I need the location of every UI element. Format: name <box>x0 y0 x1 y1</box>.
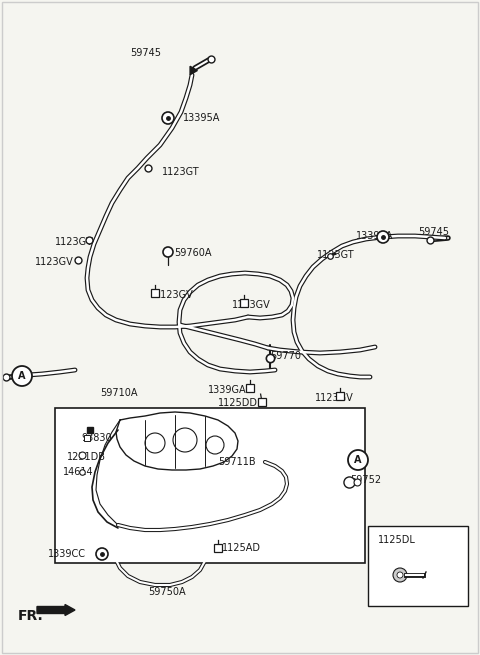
Text: 1231DB: 1231DB <box>67 452 106 462</box>
Text: 1125AD: 1125AD <box>222 543 261 553</box>
Text: 59752: 59752 <box>350 475 381 485</box>
Circle shape <box>12 366 32 386</box>
Bar <box>55 408 365 563</box>
Text: 14614: 14614 <box>63 467 94 477</box>
Text: 1123GV: 1123GV <box>35 257 74 267</box>
Circle shape <box>393 568 407 582</box>
Text: 1123GV: 1123GV <box>315 393 354 403</box>
Text: 59750A: 59750A <box>148 587 186 597</box>
Circle shape <box>163 247 173 257</box>
Text: 59745: 59745 <box>130 48 161 58</box>
Text: 1125DL: 1125DL <box>378 535 416 545</box>
Text: 1339CC: 1339CC <box>48 549 86 559</box>
FancyArrow shape <box>37 605 75 616</box>
Text: 93830: 93830 <box>81 433 112 443</box>
Text: 1123GV: 1123GV <box>155 290 194 300</box>
Text: 13395A: 13395A <box>356 231 394 241</box>
Text: 1123GV: 1123GV <box>55 237 94 247</box>
Text: 1123GT: 1123GT <box>317 250 355 260</box>
Circle shape <box>162 112 174 124</box>
Text: 1125DD: 1125DD <box>218 398 258 408</box>
Text: 59710A: 59710A <box>100 388 137 398</box>
Circle shape <box>397 572 403 578</box>
Circle shape <box>348 450 368 470</box>
Text: 59745: 59745 <box>418 227 449 237</box>
Text: 1123GT: 1123GT <box>162 167 200 177</box>
Text: 1123GV: 1123GV <box>232 300 271 310</box>
Text: FR.: FR. <box>18 609 44 623</box>
Text: 59760A: 59760A <box>174 248 212 258</box>
Text: A: A <box>354 455 362 465</box>
Circle shape <box>377 231 389 243</box>
Text: A: A <box>18 371 26 381</box>
Text: 59770: 59770 <box>270 351 301 361</box>
Text: 59711B: 59711B <box>218 457 256 467</box>
Bar <box>368 526 468 606</box>
Text: 13395A: 13395A <box>183 113 220 123</box>
Circle shape <box>96 548 108 560</box>
Text: 1339GA: 1339GA <box>208 385 247 395</box>
